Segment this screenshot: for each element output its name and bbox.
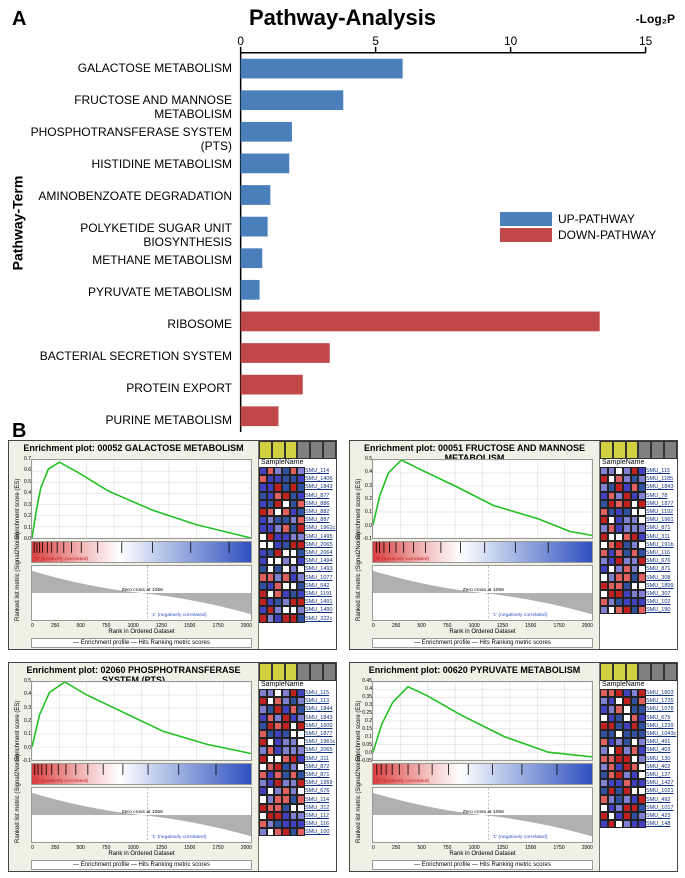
svg-text:'1' (negatively correlated): '1' (negatively correlated): [151, 612, 206, 618]
bar-label: PYRUVATE METABOLISM: [0, 285, 232, 299]
sample-header: SampleName: [259, 459, 336, 466]
svg-text:Zero cross at 1056: Zero cross at 1056: [463, 809, 505, 815]
sample-header: SampleName: [259, 681, 336, 688]
svg-text:0: 0: [238, 35, 244, 48]
gsea-plot: Enrichment plot: 00052 GALACTOSE METABOL…: [8, 440, 337, 650]
bar: [241, 248, 263, 268]
sample-list: SMU_115SMU_1185SMU_1843SMU_78SMU_1877SMU…: [646, 467, 677, 649]
bar-label: PURINE METABOLISM: [0, 413, 232, 427]
bar: [241, 406, 279, 426]
svg-text:'0' (positively correlated): '0' (positively correlated): [35, 556, 89, 562]
gsea-plot: Enrichment plot: 00051 FRUCTOSE AND MANN…: [349, 440, 678, 650]
svg-text:'0' (positively correlated): '0' (positively correlated): [376, 778, 430, 784]
sample-header: SampleName: [600, 459, 677, 466]
gsea-xaxis: 025050075010001250150017502000Rank in Or…: [31, 623, 252, 635]
bar-label: BACTERIAL SECRETION SYSTEM: [0, 349, 232, 363]
bar: [241, 90, 344, 110]
svg-text:'0' (positively correlated): '0' (positively correlated): [35, 778, 89, 784]
legend-up-swatch: [500, 212, 552, 226]
sample-list: SMU_1603SMU_1725SMU_1078SMU_675SMU_1239S…: [646, 689, 677, 871]
bar: [241, 59, 403, 79]
svg-text:'1' (negatively correlated): '1' (negatively correlated): [151, 834, 206, 840]
bar: [241, 375, 303, 395]
bar-label: POLYKETIDE SUGAR UNIT BIOSYNTHESIS: [0, 221, 232, 249]
sample-list: SMU_114SMU_1406SMU_1843SMU_877SMU_886SMU…: [305, 467, 336, 649]
gsea-legend: — Enrichment profile — Hits Ranking metr…: [31, 638, 252, 648]
bar-label: PROTEIN EXPORT: [0, 381, 232, 395]
bar: [241, 312, 600, 332]
legend: UP-PATHWAY DOWN-PATHWAY: [500, 212, 656, 244]
bar-label: PHOSPHOTRANSFERASE SYSTEM (PTS): [0, 125, 232, 153]
panel-b: Enrichment plot: 00052 GALACTOSE METABOL…: [0, 432, 685, 878]
svg-text:10: 10: [504, 35, 518, 48]
x-axis-label: -Log₂P: [636, 12, 675, 26]
gsea-plot: Enrichment plot: 00620 PYRUVATE METABOLI…: [349, 662, 678, 872]
sample-list: SMU_115SMU_113SMU_1844SMU_1843SMU_1600SM…: [305, 689, 336, 871]
svg-text:'1' (negatively correlated): '1' (negatively correlated): [492, 612, 547, 618]
bar: [241, 343, 330, 363]
bar: [241, 217, 268, 237]
bar-label: RIBOSOME: [0, 317, 232, 331]
gsea-legend: — Enrichment profile — Hits Ranking metr…: [31, 860, 252, 870]
legend-up-text: UP-PATHWAY: [558, 212, 635, 226]
gsea-legend: — Enrichment profile — Hits Ranking metr…: [372, 638, 593, 648]
gsea-plot: Enrichment plot: 02060 PHOSPHOTRANSFERAS…: [8, 662, 337, 872]
svg-text:15: 15: [639, 35, 653, 48]
svg-text:'1' (negatively correlated): '1' (negatively correlated): [492, 834, 547, 840]
bar: [241, 185, 271, 205]
gsea-xaxis: 025050075010001250150017502000Rank in Or…: [372, 845, 593, 857]
gsea-legend: — Enrichment profile — Hits Ranking metr…: [372, 860, 593, 870]
gsea-xaxis: 025050075010001250150017502000Rank in Or…: [372, 623, 593, 635]
gsea-title: Enrichment plot: 00620 PYRUVATE METABOLI…: [350, 663, 599, 679]
legend-down-swatch: [500, 228, 552, 242]
svg-text:5: 5: [372, 35, 379, 48]
bar-label: AMINOBENZOATE DEGRADATION: [0, 189, 232, 203]
panel-a: A Pathway-Analysis -Log₂P Pathway-Term 0…: [0, 0, 685, 440]
svg-text:Zero cross at 1056: Zero cross at 1056: [122, 587, 164, 593]
bar-label: METHANE METABOLISM: [0, 253, 232, 267]
bar-label: GALACTOSE METABOLISM: [0, 61, 232, 75]
gsea-grid: Enrichment plot: 00052 GALACTOSE METABOL…: [8, 440, 678, 872]
legend-down-text: DOWN-PATHWAY: [558, 228, 656, 242]
sample-header: SampleName: [600, 681, 677, 688]
gsea-xaxis: 025050075010001250150017502000Rank in Or…: [31, 845, 252, 857]
svg-text:'0' (positively correlated): '0' (positively correlated): [376, 556, 430, 562]
bar-label: HISTIDINE METABOLISM: [0, 157, 232, 171]
chart-title: Pathway-Analysis: [249, 5, 436, 31]
bar: [241, 122, 292, 142]
bar: [241, 280, 260, 300]
gsea-title: Enrichment plot: 00052 GALACTOSE METABOL…: [9, 441, 258, 457]
bar-label: FRUCTOSE AND MANNOSE METABOLISM: [0, 93, 232, 121]
bar: [241, 154, 290, 174]
panel-a-label: A: [12, 8, 26, 31]
svg-text:Zero cross at 1056: Zero cross at 1056: [463, 587, 505, 593]
svg-text:Zero cross at 1056: Zero cross at 1056: [122, 809, 164, 815]
